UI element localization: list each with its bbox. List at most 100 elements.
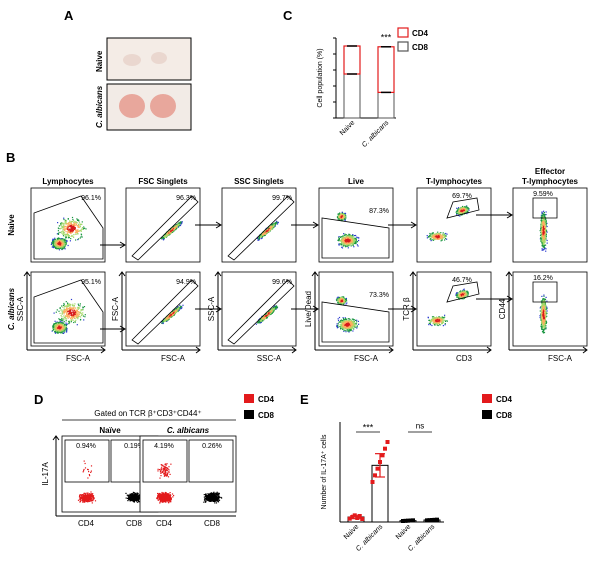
event-dot [69,223,71,225]
event-dot [59,312,61,314]
event-dot [54,243,57,245]
event-dot [68,322,71,324]
event-dot [54,238,56,240]
b-gate-percent: 95.1% [81,279,101,286]
event-dot [55,311,57,313]
event-dot [57,238,59,240]
event-dot [68,237,70,239]
event-dot [71,216,74,219]
event-dot [176,225,178,227]
b-arrowhead [312,221,319,229]
event-dot [260,319,262,321]
event-dot [62,312,64,314]
event-dot [62,225,64,227]
event-dot [69,225,71,228]
event-dot [64,248,66,250]
event-dot [263,317,265,319]
event-dot [64,220,66,222]
event-dot [57,329,59,331]
event-dot [171,316,173,318]
b-gate-percent: 99.7% [272,195,292,202]
event-dot [275,308,277,310]
event-dot [64,325,66,327]
event-dot [63,312,65,314]
event-dot [71,315,73,317]
event-dot [79,307,81,309]
event-dot [52,244,54,246]
event-dot [82,306,84,308]
event-dot [63,247,65,249]
event-dot [70,312,72,314]
event-dot [65,239,67,241]
event-dot [343,218,345,220]
event-dot [69,240,71,242]
event-dot [165,320,167,322]
event-dot [266,230,268,232]
event-dot [67,311,69,313]
event-dot [175,309,178,311]
event-dot [61,309,63,311]
event-dot [340,213,342,215]
event-dot [81,227,84,229]
event-dot [345,217,347,219]
event-dot [59,320,61,322]
event-dot [342,238,344,240]
event-dot [65,305,67,307]
event-dot [79,305,81,307]
event-dot [270,226,272,228]
event-dot [175,308,177,310]
event-dot [54,328,56,330]
event-dot [168,317,170,319]
event-dot [59,245,61,247]
event-dot [76,324,78,326]
event-dot [262,234,264,236]
event-dot [65,329,67,331]
event-dot [75,313,77,315]
event-dot [70,316,72,319]
b-col-title: Live [348,177,365,186]
event-dot [338,215,340,217]
event-dot [342,213,344,215]
event-dot [267,316,269,318]
event-dot [345,246,347,248]
event-dot [170,315,172,317]
density-plot [160,221,183,241]
event-dot [62,229,64,231]
event-dot [71,226,73,228]
event-dot [70,318,72,320]
event-dot [258,321,260,323]
event-dot [170,312,172,314]
event-dot [54,320,56,322]
event-dot [338,239,340,241]
event-dot [61,305,63,307]
event-dot [273,224,275,226]
event-dot [63,329,65,331]
event-dot [59,329,61,331]
event-dot [338,243,340,245]
event-dot [61,316,63,318]
event-dot [265,314,267,316]
event-dot [263,318,265,321]
event-dot [341,246,343,248]
event-dot [275,305,278,307]
event-dot [76,312,78,314]
event-dot [53,326,56,329]
event-dot [260,319,262,321]
event-dot [177,225,179,227]
event-dot [171,228,173,230]
event-dot [59,244,61,246]
event-dot [56,324,58,326]
event-dot [72,223,74,225]
event-dot [67,317,69,319]
event-dot [260,318,262,320]
event-dot [355,234,357,237]
event-dot [164,235,166,238]
b-y-arrowhead [214,271,222,277]
event-dot [74,228,76,230]
event-dot [64,305,66,307]
event-dot [178,223,180,226]
event-dot [267,229,269,232]
event-dot [268,228,270,230]
event-dot [350,235,352,237]
event-dot [342,219,344,221]
